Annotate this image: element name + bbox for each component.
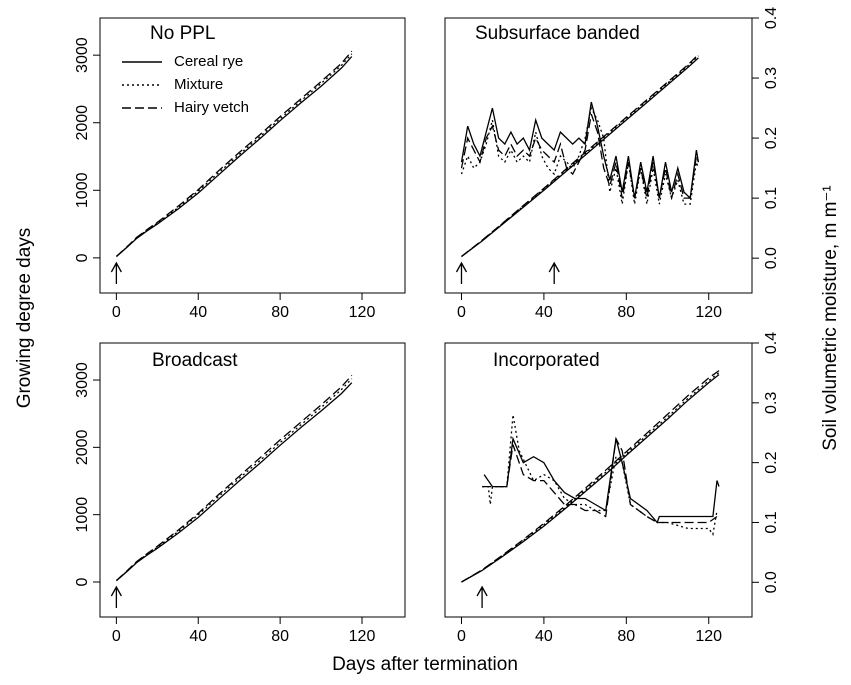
series-line: [460, 101, 700, 200]
x-tick-label: 40: [535, 628, 553, 645]
x-tick-label: 0: [112, 304, 121, 321]
y2-tick-label: 0.1: [763, 511, 780, 533]
series-line: [115, 374, 353, 582]
legend-label: Mixture: [174, 76, 223, 93]
y-tick-label: 1000: [74, 172, 91, 208]
y2-tick-label: 0.4: [763, 7, 780, 29]
y-tick-label: 1000: [74, 497, 91, 533]
termination-arrow: [110, 261, 122, 284]
y2-tick-label: 0.3: [763, 67, 780, 89]
y2-tick-label: 0.1: [763, 187, 780, 209]
panel: No PPL 0 40 80 120 0 1000 2000 3000 Cereal rye Mix…: [74, 17, 406, 321]
series-line: [461, 372, 720, 583]
x-tick-label: 80: [271, 628, 289, 645]
x-tick-label: 0: [457, 628, 466, 645]
termination-arrow: [476, 585, 488, 608]
termination-arrow: [110, 585, 122, 608]
x-tick-label: 40: [189, 628, 207, 645]
y-axis-label: Growing degree days: [14, 228, 35, 409]
series-line: [460, 113, 700, 199]
legend-label: Hairy vetch: [174, 99, 249, 116]
series-line: [461, 370, 720, 583]
series-line: [460, 106, 700, 205]
series-line: [461, 55, 699, 258]
x-tick-label: 0: [457, 304, 466, 321]
x-axis-label: Days after termination: [332, 654, 518, 675]
y-tick-label: 3000: [74, 37, 91, 73]
y2-tick-label: 0.4: [763, 332, 780, 354]
y2-tick-label: 0.2: [763, 127, 780, 149]
termination-arrow: [455, 261, 468, 284]
plot-frame: [444, 342, 753, 618]
series-line: [482, 436, 718, 524]
panel-title: Incorporated: [493, 350, 600, 371]
y2-tick-label: 0.0: [763, 247, 780, 269]
y-tick-label: 3000: [74, 362, 91, 398]
series-line: [461, 374, 720, 583]
x-tick-label: 120: [695, 628, 722, 645]
x-tick-label: 120: [349, 304, 376, 321]
y2-tick-label: 0.0: [763, 571, 780, 593]
plot-frame: [444, 17, 753, 294]
series-line: [483, 436, 720, 524]
legend-label: Cereal rye: [174, 53, 243, 70]
panel-title: No PPL: [150, 23, 215, 44]
y2-axis-label: Soil volumetric moisture, m m⁻¹: [820, 185, 841, 451]
series-line: [461, 54, 699, 258]
x-tick-label: 80: [271, 304, 289, 321]
y-tick-label: 0: [74, 577, 91, 586]
x-tick-label: 0: [112, 628, 121, 645]
x-tick-label: 80: [617, 304, 635, 321]
y-tick-label: 2000: [74, 105, 91, 141]
panel-title: Subsurface banded: [475, 23, 640, 44]
y2-tick-label: 0.2: [763, 451, 780, 473]
x-tick-label: 120: [349, 628, 376, 645]
plot-frame: [99, 342, 406, 618]
panel: Broadcast 0 40 80 120 0 1000 2000 3000: [74, 342, 406, 645]
panel: Incorporated 0 40 80 120 0.0 0.1 0.2 0.3 0.4: [444, 332, 780, 645]
x-tick-label: 80: [617, 628, 635, 645]
x-tick-label: 120: [695, 304, 722, 321]
termination-arrow: [548, 261, 560, 284]
panel: Subsurface banded 0 40 80 120 0.0 0.1 0.2 0.3 0.4: [444, 7, 780, 321]
panel-title: Broadcast: [152, 350, 238, 371]
y2-tick-label: 0.3: [763, 392, 780, 414]
series-line: [461, 57, 699, 258]
plot-frame: [99, 17, 406, 294]
series-line: [115, 50, 353, 257]
y-tick-label: 0: [74, 253, 91, 262]
x-tick-label: 40: [189, 304, 207, 321]
x-tick-label: 40: [535, 304, 553, 321]
y-tick-label: 2000: [74, 429, 91, 465]
